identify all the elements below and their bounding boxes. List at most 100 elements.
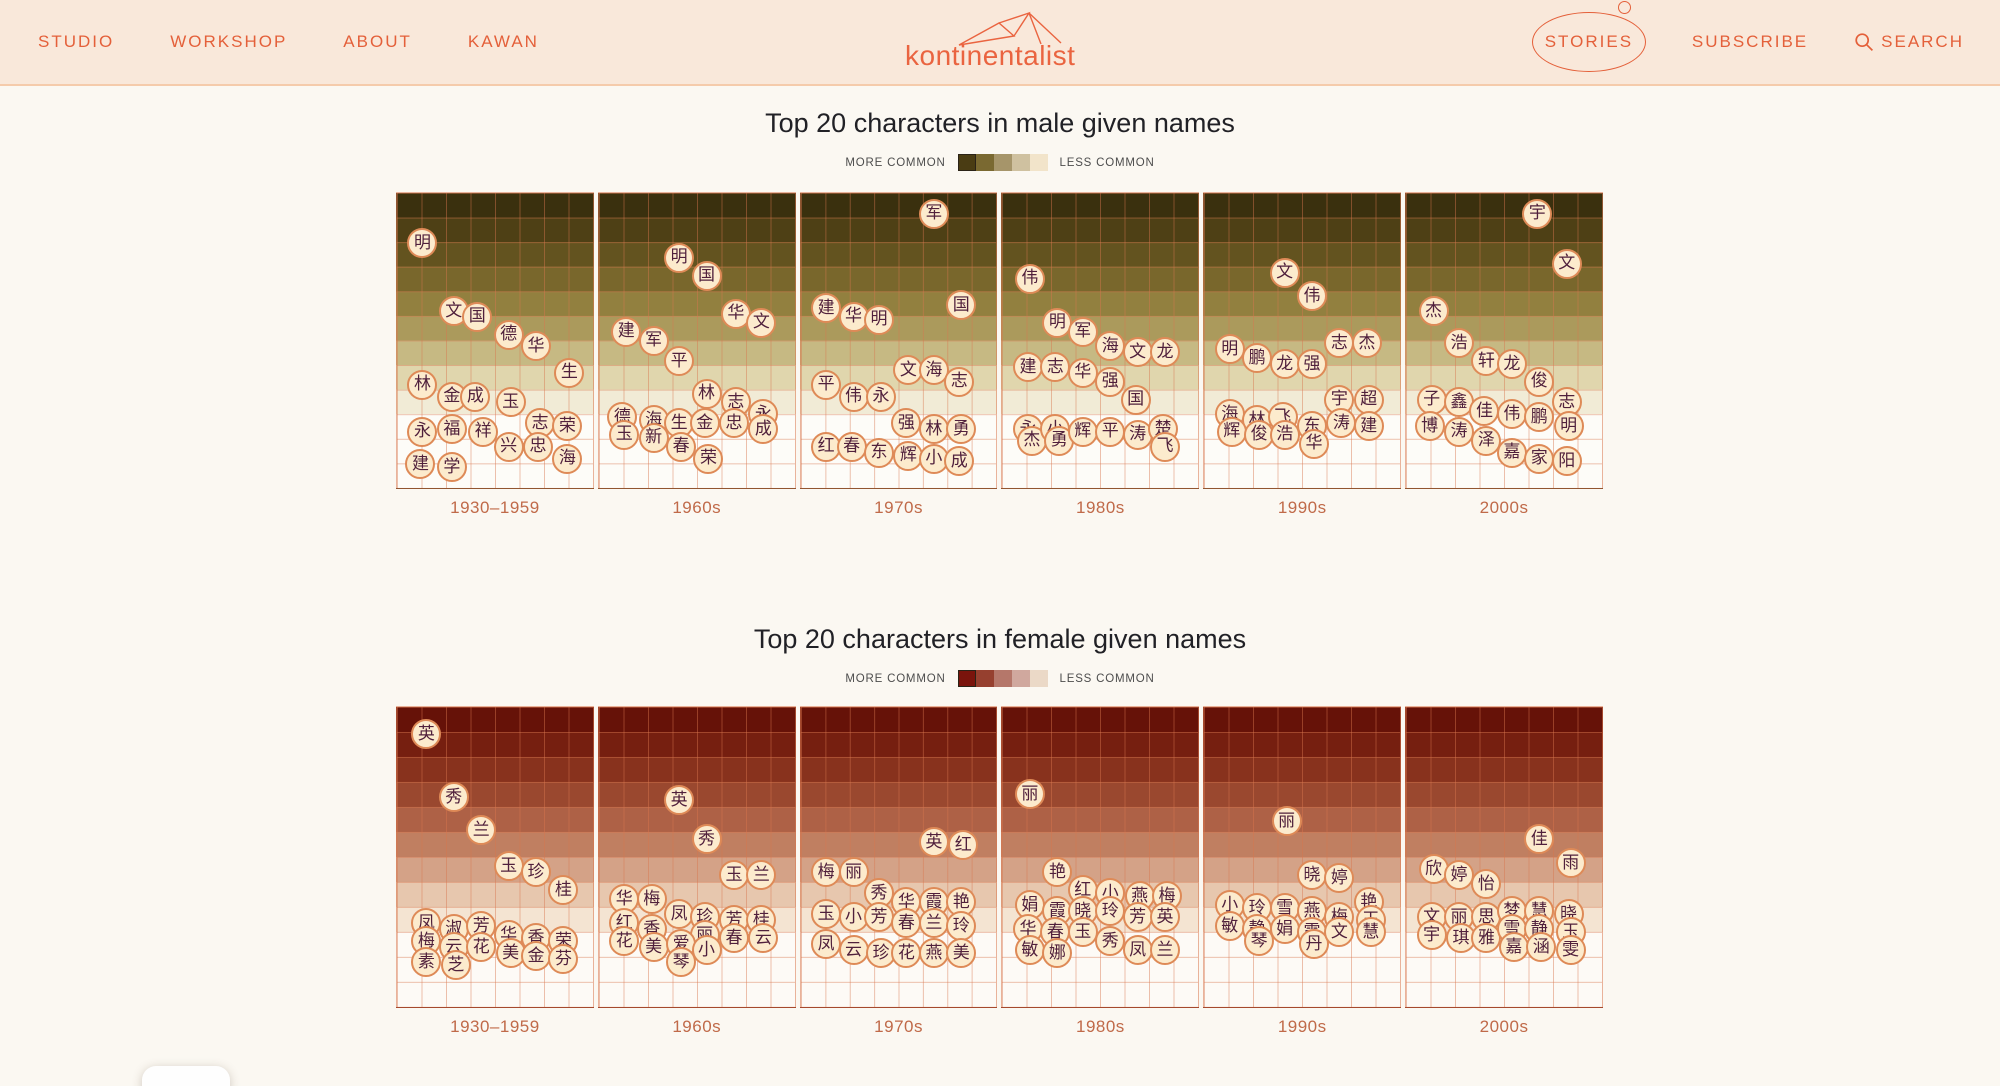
character-token[interactable]: 荣	[693, 443, 724, 474]
character-token[interactable]: 国	[1120, 384, 1151, 415]
character-token[interactable]: 成	[460, 381, 491, 412]
character-token[interactable]: 芳	[863, 902, 894, 932]
character-token[interactable]: 兰	[1150, 935, 1181, 965]
character-token[interactable]: 芬	[548, 944, 579, 974]
character-token[interactable]: 忠	[522, 431, 553, 462]
character-token[interactable]: 建	[1012, 352, 1043, 383]
character-token[interactable]: 建	[405, 449, 436, 480]
character-token[interactable]: 燕	[918, 938, 949, 968]
character-token[interactable]: 博	[1414, 411, 1445, 442]
character-token[interactable]: 伟	[1297, 281, 1328, 312]
character-token[interactable]: 春	[891, 908, 922, 938]
character-token[interactable]: 建	[1353, 411, 1384, 442]
character-token[interactable]: 文	[1551, 248, 1582, 279]
character-token[interactable]: 佳	[1524, 824, 1555, 854]
character-token[interactable]: 林	[691, 378, 722, 409]
character-token[interactable]: 福	[436, 414, 467, 444]
character-token[interactable]: 玉	[493, 851, 524, 881]
character-token[interactable]: 云	[838, 935, 869, 965]
character-token[interactable]: 美	[946, 938, 977, 968]
character-token[interactable]: 婷	[1444, 860, 1474, 890]
character-token[interactable]: 龙	[1269, 349, 1300, 380]
character-token[interactable]: 国	[691, 260, 722, 291]
character-token[interactable]: 志	[944, 366, 975, 397]
character-token[interactable]: 军	[918, 198, 949, 229]
character-token[interactable]: 金	[689, 408, 720, 439]
stories-button[interactable]: STORIES	[1531, 1, 1646, 72]
character-token[interactable]: 平	[811, 369, 842, 400]
character-token[interactable]: 美	[638, 932, 669, 962]
character-token[interactable]: 伟	[1496, 399, 1527, 430]
character-token[interactable]: 林	[918, 414, 949, 444]
character-token[interactable]: 嘉	[1496, 437, 1527, 468]
character-token[interactable]: 杰	[1418, 296, 1449, 326]
nav-item-kawan[interactable]: KAWAN	[467, 32, 539, 51]
character-token[interactable]: 华	[720, 298, 751, 329]
character-token[interactable]: 生	[554, 357, 585, 388]
character-token[interactable]: 林	[407, 369, 438, 400]
character-token[interactable]: 英	[918, 827, 949, 857]
character-token[interactable]: 勇	[946, 414, 977, 444]
character-token[interactable]: 怡	[1471, 869, 1502, 899]
character-token[interactable]: 华	[1067, 357, 1098, 388]
nav-item-workshop[interactable]: WORKSHOP	[170, 32, 288, 51]
character-token[interactable]: 强	[1297, 349, 1328, 380]
character-token[interactable]: 春	[718, 923, 749, 953]
character-token[interactable]: 杰	[1351, 328, 1382, 359]
character-token[interactable]: 玉	[495, 387, 526, 418]
character-token[interactable]: 英	[1150, 902, 1181, 932]
character-token[interactable]: 建	[611, 316, 642, 347]
character-token[interactable]: 明	[1042, 307, 1073, 338]
character-token[interactable]: 梅	[811, 857, 842, 887]
character-token[interactable]: 敏	[1214, 911, 1245, 941]
character-token[interactable]: 兴	[493, 431, 524, 462]
character-token[interactable]: 慧	[1355, 917, 1386, 947]
character-token[interactable]: 花	[609, 926, 640, 956]
character-token[interactable]: 龙	[1496, 349, 1527, 380]
character-token[interactable]: 宇	[1416, 920, 1447, 950]
character-token[interactable]: 平	[664, 346, 695, 377]
character-token[interactable]: 雨	[1555, 848, 1586, 878]
character-token[interactable]: 兰	[466, 815, 497, 845]
character-token[interactable]: 伟	[838, 381, 869, 412]
character-token[interactable]: 辉	[893, 440, 924, 471]
character-token[interactable]: 芝	[440, 950, 471, 980]
character-token[interactable]: 强	[1095, 366, 1126, 397]
character-token[interactable]: 婷	[1324, 863, 1355, 893]
character-token[interactable]: 玲	[1095, 896, 1126, 926]
character-token[interactable]: 海	[552, 443, 583, 474]
character-token[interactable]: 玉	[811, 899, 842, 929]
character-token[interactable]: 轩	[1471, 346, 1502, 377]
nav-item-about[interactable]: ABOUT	[343, 32, 412, 51]
character-token[interactable]: 娜	[1042, 938, 1073, 968]
character-token[interactable]: 云	[748, 923, 779, 953]
character-token[interactable]: 小	[691, 935, 722, 965]
character-token[interactable]: 成	[944, 446, 975, 477]
character-token[interactable]: 伟	[1014, 263, 1045, 294]
character-token[interactable]: 丽	[838, 857, 869, 887]
character-token[interactable]: 玉	[718, 860, 749, 890]
character-token[interactable]: 新	[638, 422, 669, 453]
character-token[interactable]: 鹏	[1524, 402, 1555, 433]
character-token[interactable]: 玉	[609, 419, 640, 450]
character-token[interactable]: 永	[865, 381, 896, 412]
character-token[interactable]: 素	[411, 947, 442, 977]
character-token[interactable]: 秀	[691, 824, 722, 854]
character-token[interactable]: 雯	[1555, 935, 1586, 965]
character-token[interactable]: 明	[863, 304, 894, 335]
character-token[interactable]: 祥	[468, 416, 499, 447]
character-token[interactable]: 英	[411, 719, 442, 749]
character-token[interactable]: 荣	[552, 411, 583, 442]
character-token[interactable]: 军	[638, 325, 669, 356]
character-token[interactable]: 辉	[1067, 416, 1098, 447]
character-token[interactable]: 国	[462, 301, 493, 332]
character-token[interactable]: 花	[891, 938, 922, 968]
character-token[interactable]: 小	[918, 443, 949, 474]
character-token[interactable]: 俊	[1524, 366, 1555, 397]
subscribe-button[interactable]: SUBSCRIBE	[1691, 32, 1809, 51]
character-token[interactable]: 秀	[438, 782, 469, 812]
character-token[interactable]: 文	[1269, 257, 1300, 288]
character-token[interactable]: 丹	[1298, 929, 1329, 959]
character-token[interactable]: 春	[836, 431, 867, 462]
character-token[interactable]: 珍	[521, 857, 552, 887]
